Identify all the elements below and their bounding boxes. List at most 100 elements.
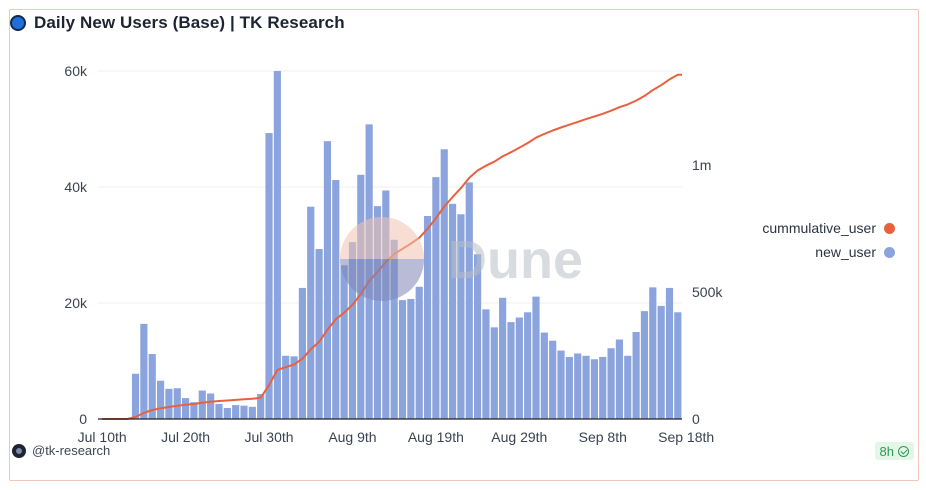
bar-new-user[interactable] xyxy=(131,373,140,419)
bar-new-user[interactable] xyxy=(323,141,332,419)
bar-new-user[interactable] xyxy=(590,359,598,419)
bar-new-user[interactable] xyxy=(257,394,265,419)
bar-new-user[interactable] xyxy=(207,393,215,419)
bar-new-user[interactable] xyxy=(582,355,590,419)
bar-new-user[interactable] xyxy=(190,402,198,419)
bar-new-user[interactable] xyxy=(182,398,190,419)
y-right-tick-label: 0 xyxy=(692,411,700,427)
freshness-badge[interactable]: 8h xyxy=(874,442,914,460)
bar-new-user[interactable] xyxy=(482,309,490,419)
bar-new-user[interactable] xyxy=(532,296,540,419)
watermark-text: Dune xyxy=(448,230,583,290)
bar-new-user[interactable] xyxy=(423,216,432,419)
bar-new-user[interactable] xyxy=(240,405,248,419)
x-tick-label: Jul 20th xyxy=(161,429,210,445)
y-left-tick-label: 60k xyxy=(64,63,88,79)
bar-new-user[interactable] xyxy=(607,348,615,419)
bar-new-user[interactable] xyxy=(574,353,582,419)
bar-new-user[interactable] xyxy=(474,254,482,419)
bar-new-user[interactable] xyxy=(148,354,156,419)
y-left-tick-label: 20k xyxy=(64,295,88,311)
legend-label: new_user xyxy=(815,244,876,260)
dune-watermark: Dune xyxy=(340,217,583,301)
bar-new-user[interactable] xyxy=(615,339,624,419)
bar-new-user[interactable] xyxy=(307,206,315,419)
bar-new-user[interactable] xyxy=(173,388,181,419)
bar-new-user[interactable] xyxy=(340,265,348,419)
x-tick-label: Sep 18th xyxy=(658,429,714,445)
bar-new-user[interactable] xyxy=(657,305,665,419)
bar-new-user[interactable] xyxy=(640,311,649,419)
bar-new-user[interactable] xyxy=(315,249,323,419)
chart-title[interactable]: Daily New Users (Base) | TK Research xyxy=(34,13,345,32)
bar-new-user[interactable] xyxy=(448,203,457,419)
bar-new-user[interactable] xyxy=(674,312,682,419)
bar-new-user[interactable] xyxy=(540,332,548,419)
chart-legend: cummulative_user new_user xyxy=(700,216,895,264)
bar-new-user[interactable] xyxy=(282,355,290,419)
watermark-logo-icon xyxy=(340,217,424,301)
bar-new-user[interactable] xyxy=(156,380,165,419)
y-right-tick-label: 500k xyxy=(692,284,723,300)
chart-header: Daily New Users (Base) | TK Research xyxy=(10,12,345,34)
author-handle[interactable]: @tk-research xyxy=(32,443,111,458)
bar-new-user[interactable] xyxy=(390,239,398,419)
bar-new-user[interactable] xyxy=(524,312,532,419)
bar-new-user[interactable] xyxy=(665,287,674,419)
bar-new-user[interactable] xyxy=(515,317,523,420)
x-tick-label: Jul 10th xyxy=(78,429,127,445)
bar-new-user[interactable] xyxy=(415,286,423,419)
bar-new-user[interactable] xyxy=(407,298,415,419)
bar-new-user[interactable] xyxy=(165,388,173,419)
avatar[interactable] xyxy=(12,443,26,458)
bar-new-user[interactable] xyxy=(565,356,573,419)
x-tick-label: Aug 19th xyxy=(408,429,464,445)
legend-label: cummulative_user xyxy=(762,220,876,236)
y-left-tick-label: 0 xyxy=(79,411,87,427)
bar-new-user[interactable] xyxy=(440,149,448,420)
chart-type-icon xyxy=(10,15,26,31)
x-tick-label: Jul 30th xyxy=(245,429,294,445)
bar-new-user[interactable] xyxy=(465,182,473,419)
bar-new-user[interactable] xyxy=(140,323,148,419)
bar-new-user[interactable] xyxy=(298,287,306,419)
bar-new-user[interactable] xyxy=(348,242,357,419)
bar-new-user[interactable] xyxy=(357,174,365,419)
bar-new-user[interactable] xyxy=(457,214,465,419)
bar-new-user[interactable] xyxy=(248,406,256,419)
legend-item-new-user[interactable]: new_user xyxy=(700,240,895,264)
bar-new-user[interactable] xyxy=(649,287,657,419)
bar-new-user[interactable] xyxy=(632,332,640,419)
chart-footer: @tk-research xyxy=(12,443,110,458)
bar-new-user[interactable] xyxy=(382,190,390,419)
x-tick-label: Aug 29th xyxy=(491,429,547,445)
bar-new-user[interactable] xyxy=(373,206,382,419)
legend-item-cummulative-user[interactable]: cummulative_user xyxy=(700,216,895,240)
bar-new-user[interactable] xyxy=(549,340,557,419)
bar-new-user[interactable] xyxy=(232,405,240,419)
bar-new-user[interactable] xyxy=(499,297,507,419)
bar-new-user[interactable] xyxy=(507,322,515,419)
bar-new-user[interactable] xyxy=(198,390,206,419)
legend-swatch-line xyxy=(884,222,895,234)
bar-new-user[interactable] xyxy=(432,177,440,419)
bar-new-user[interactable] xyxy=(332,180,340,419)
bar-new-user[interactable] xyxy=(273,71,281,419)
y-right-tick-label: 1m xyxy=(692,157,711,173)
bar-new-user[interactable] xyxy=(215,403,223,419)
check-icon xyxy=(898,445,909,457)
x-tick-label: Sep 8th xyxy=(579,429,627,445)
bar-new-user[interactable] xyxy=(223,407,231,419)
freshness-age: 8h xyxy=(879,443,894,459)
legend-swatch-bar xyxy=(884,246,895,258)
bar-new-user[interactable] xyxy=(624,355,632,419)
bar-new-user[interactable] xyxy=(265,133,273,419)
x-tick-label: Aug 9th xyxy=(328,429,376,445)
bar-new-user[interactable] xyxy=(490,327,498,419)
bar-new-user[interactable] xyxy=(398,300,407,419)
bar-new-user[interactable] xyxy=(290,356,298,419)
y-left-tick-label: 40k xyxy=(64,179,88,195)
bar-new-user[interactable] xyxy=(557,350,565,419)
bar-new-user[interactable] xyxy=(599,356,607,419)
